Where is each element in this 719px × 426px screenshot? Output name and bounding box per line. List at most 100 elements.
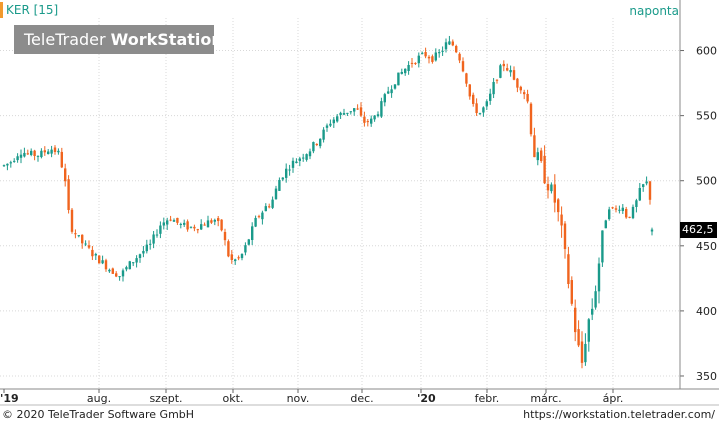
candle-body (642, 184, 645, 188)
candle-body (247, 239, 250, 245)
candle-body (67, 179, 70, 211)
candle-body (213, 219, 216, 222)
candle-body (608, 209, 611, 220)
candle-body (217, 218, 220, 222)
candle-body (57, 150, 60, 153)
candle-body (319, 138, 322, 147)
source-url[interactable]: https://workstation.teletrader.com/ (523, 408, 715, 421)
candle-body (373, 115, 376, 120)
candle-body (601, 230, 604, 263)
candle-body (74, 233, 77, 235)
candle-body (200, 224, 203, 230)
candle-body (485, 101, 488, 107)
candle-body (400, 72, 403, 74)
candle-body (176, 217, 179, 223)
candle-body (557, 199, 560, 213)
candle-body (312, 142, 315, 152)
candle-body (305, 154, 308, 160)
candle-body (444, 42, 448, 50)
candle-body (631, 206, 635, 219)
candle-body (611, 207, 614, 209)
candle-body (550, 184, 553, 192)
candle-body (60, 151, 63, 168)
candle-body (6, 163, 9, 166)
candle-body (325, 125, 329, 128)
candle-body (132, 262, 135, 264)
candle-body (264, 206, 267, 212)
candle-body (227, 241, 230, 257)
copyright-text: © 2020 TeleTrader Software GmbH (2, 408, 195, 421)
candle-body (169, 219, 172, 221)
candle-body (329, 123, 332, 126)
candle-body (370, 118, 373, 124)
candle-body (30, 150, 33, 155)
candle-body (278, 179, 281, 191)
candle-body (390, 89, 393, 94)
candle-body (145, 244, 148, 252)
candle-body (94, 254, 97, 256)
ticker-label[interactable]: KER [15] (6, 3, 59, 17)
candle-body (353, 108, 356, 112)
y-tick-label: 400 (696, 305, 717, 318)
candle-body (594, 291, 597, 308)
candle-body (650, 229, 654, 232)
candle-body (13, 160, 16, 162)
candle-body (223, 231, 227, 241)
candle-body (162, 222, 165, 226)
candle-body (118, 276, 121, 278)
candle-body (186, 221, 189, 230)
logo-brand-bold: WorkStation (110, 30, 223, 49)
candle-body (638, 187, 641, 201)
candle-body (193, 226, 196, 229)
candle-body (87, 245, 91, 248)
candle-body (189, 226, 193, 228)
candle-body (645, 181, 648, 184)
last-price-label: 462,5 (680, 222, 717, 238)
candle-body (438, 52, 441, 54)
y-tick-label: 600 (696, 45, 717, 58)
x-tick-label: dec. (350, 392, 373, 405)
candle-body (230, 254, 233, 261)
candle-body (451, 41, 454, 46)
interval-label[interactable]: naponta (629, 4, 679, 18)
candle-body (220, 219, 223, 231)
candle-body (499, 65, 502, 78)
candle-body (560, 214, 563, 226)
candle-body (108, 269, 111, 272)
ticker-marker (0, 2, 3, 18)
candle-body (138, 254, 142, 258)
candle-body (397, 72, 400, 86)
candle-body (64, 168, 67, 182)
candle-body (281, 177, 284, 180)
candle-body (196, 229, 199, 231)
candle-body (2, 165, 6, 167)
candle-body (172, 220, 176, 222)
candle-body (359, 107, 363, 116)
candle-body (509, 69, 512, 73)
candle-body (183, 222, 186, 225)
candle-body (23, 152, 26, 157)
candle-body (91, 249, 94, 257)
candle-body (502, 63, 505, 67)
candle-body (546, 184, 550, 191)
candle-body (489, 93, 492, 101)
y-tick-label: 350 (696, 370, 717, 383)
candle-body (533, 135, 536, 158)
candle-body (529, 103, 533, 135)
candle-body (19, 154, 23, 158)
candle-body (342, 113, 346, 115)
candle-body (393, 84, 397, 89)
candle-body (591, 308, 594, 315)
candle-body (121, 270, 125, 277)
candle-body (254, 217, 257, 227)
candle-body (302, 157, 305, 159)
candle-body (179, 223, 182, 225)
candle-body (492, 81, 495, 95)
candle-body (346, 112, 349, 114)
candle-body (380, 101, 383, 117)
candle-body (567, 254, 570, 285)
candle-body (387, 91, 390, 94)
